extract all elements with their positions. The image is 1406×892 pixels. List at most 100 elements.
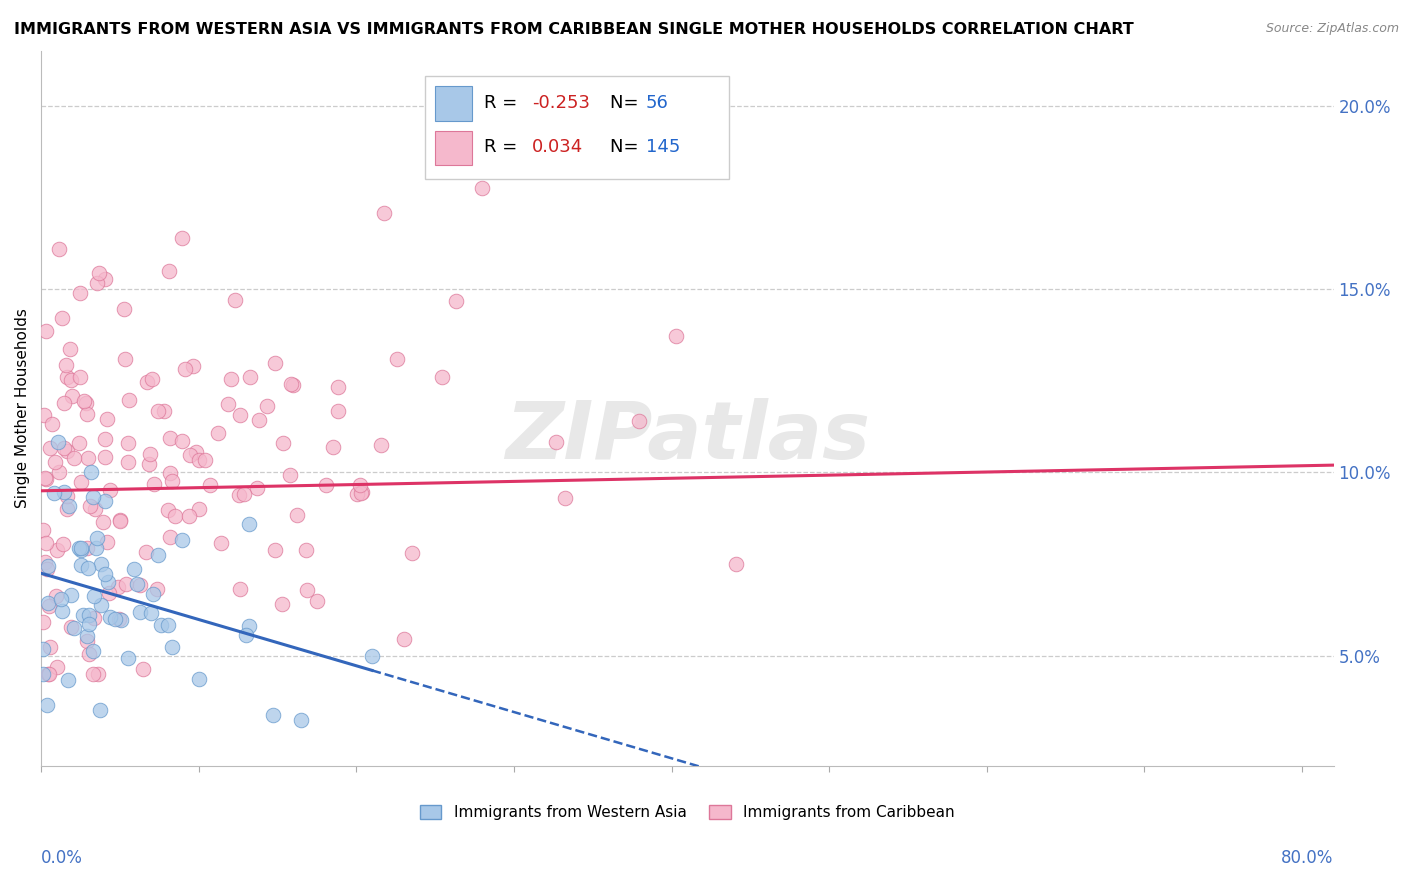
- Point: [181, 359, 204, 374]
- Point: [91, 515, 114, 529]
- Point: [58, 499, 80, 513]
- Text: N=: N=: [610, 94, 644, 112]
- Point: [63, 451, 86, 466]
- Point: [350, 485, 373, 500]
- Text: 0.034: 0.034: [533, 138, 583, 156]
- Point: [82, 490, 104, 504]
- Point: [141, 607, 163, 621]
- Point: [77, 608, 100, 623]
- Point: [51, 311, 73, 326]
- Point: [31, 667, 53, 681]
- Point: [58, 673, 80, 687]
- Point: [235, 628, 257, 642]
- Point: [37, 596, 59, 610]
- Point: [59, 588, 82, 602]
- Point: [76, 561, 98, 575]
- Point: [290, 714, 312, 728]
- Point: [32, 642, 55, 657]
- Point: [52, 395, 75, 409]
- Point: [107, 612, 129, 626]
- Point: [39, 441, 62, 455]
- Point: [38, 599, 60, 613]
- Point: [72, 394, 94, 409]
- Text: 0.0%: 0.0%: [41, 849, 83, 867]
- Point: [285, 508, 308, 522]
- Point: [150, 617, 173, 632]
- Point: [48, 465, 70, 479]
- Point: [45, 660, 67, 674]
- Text: 80.0%: 80.0%: [1281, 849, 1334, 867]
- Point: [246, 481, 269, 495]
- Point: [87, 667, 110, 681]
- Point: [58, 343, 80, 357]
- FancyBboxPatch shape: [425, 76, 728, 179]
- Point: [98, 483, 121, 497]
- Point: [132, 662, 155, 676]
- Text: 145: 145: [645, 138, 681, 156]
- Point: [83, 611, 105, 625]
- Point: [69, 285, 91, 300]
- Point: [373, 206, 395, 220]
- Point: [38, 667, 60, 681]
- Point: [98, 609, 121, 624]
- Point: [117, 435, 139, 450]
- Point: [156, 618, 179, 632]
- Point: [94, 494, 117, 508]
- Point: [89, 703, 111, 717]
- Point: [159, 466, 181, 480]
- Point: [350, 486, 373, 500]
- Point: [138, 457, 160, 471]
- Point: [233, 486, 256, 500]
- Point: [77, 450, 100, 465]
- Point: [665, 329, 688, 343]
- Point: [35, 472, 58, 486]
- Point: [80, 465, 103, 479]
- Point: [117, 651, 139, 665]
- Point: [392, 632, 415, 647]
- Point: [146, 403, 169, 417]
- Point: [67, 435, 90, 450]
- Point: [72, 608, 94, 623]
- Point: [79, 499, 101, 513]
- Point: [67, 541, 90, 556]
- Point: [349, 478, 371, 492]
- Point: [76, 541, 98, 556]
- Point: [264, 356, 287, 370]
- Point: [37, 559, 59, 574]
- Point: [326, 380, 349, 394]
- Point: [264, 543, 287, 558]
- Point: [82, 667, 104, 681]
- Point: [51, 604, 73, 618]
- Point: [430, 369, 453, 384]
- Text: R =: R =: [485, 94, 523, 112]
- Point: [153, 403, 176, 417]
- Point: [41, 417, 63, 431]
- Point: [238, 618, 260, 632]
- Point: [145, 582, 167, 597]
- Point: [271, 598, 294, 612]
- Point: [179, 448, 201, 462]
- Point: [48, 434, 70, 449]
- Point: [138, 446, 160, 460]
- Text: 56: 56: [645, 94, 669, 112]
- Point: [62, 620, 84, 634]
- Point: [86, 276, 108, 290]
- Point: [90, 598, 112, 612]
- Point: [86, 532, 108, 546]
- Point: [117, 455, 139, 469]
- Point: [37, 667, 59, 681]
- Point: [56, 501, 79, 516]
- Point: [97, 574, 120, 589]
- Text: R =: R =: [485, 138, 523, 156]
- Point: [188, 501, 211, 516]
- Point: [194, 452, 217, 467]
- Point: [385, 352, 408, 367]
- Point: [60, 373, 83, 387]
- Point: [84, 541, 107, 556]
- Point: [157, 264, 180, 278]
- Point: [249, 412, 271, 426]
- Text: IMMIGRANTS FROM WESTERN ASIA VS IMMIGRANTS FROM CARIBBEAN SINGLE MOTHER HOUSEHOL: IMMIGRANTS FROM WESTERN ASIA VS IMMIGRAN…: [14, 22, 1133, 37]
- Point: [224, 293, 246, 307]
- Point: [35, 698, 58, 712]
- Point: [59, 620, 82, 634]
